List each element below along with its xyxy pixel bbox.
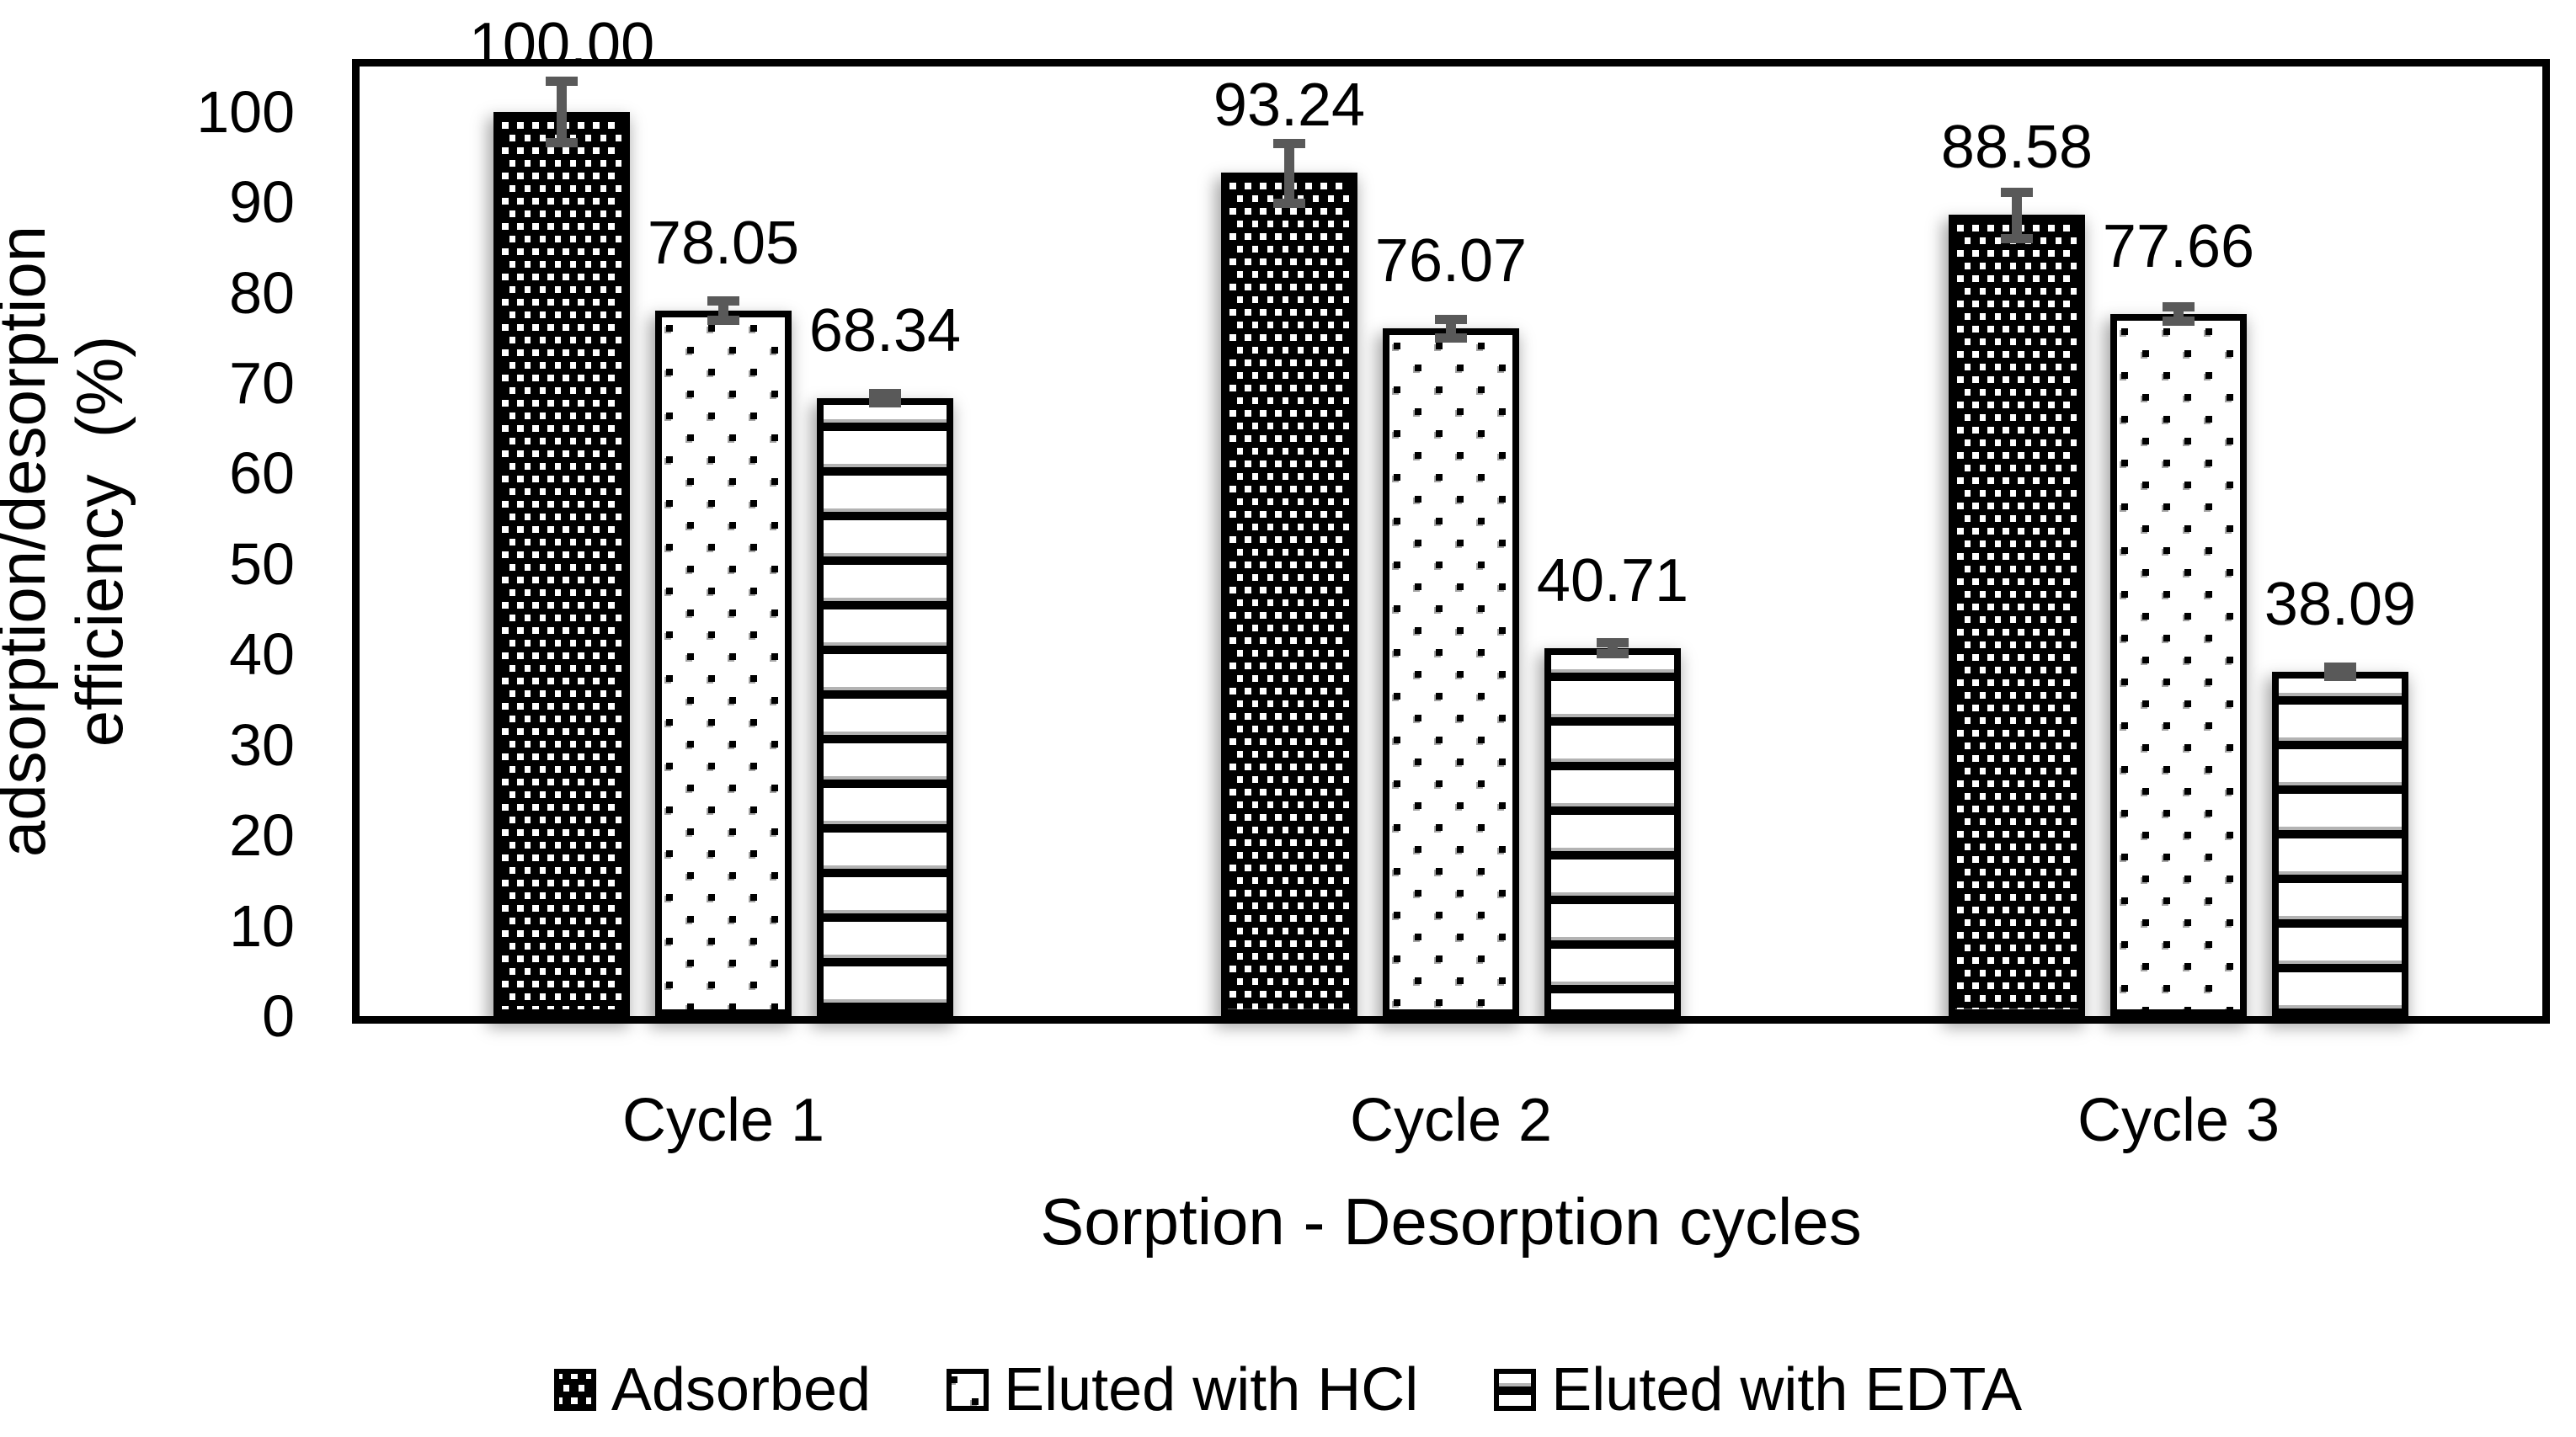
error-bar-cap	[869, 398, 901, 408]
error-bar-cap	[869, 389, 901, 399]
error-bar-cap	[1273, 138, 1305, 148]
error-bar-cap	[1273, 198, 1305, 208]
bar-value-label: 76.07	[1374, 226, 1528, 295]
error-bar-cap	[2001, 187, 2033, 197]
y-axis-tick-labels: 0 10 20 30 40 50 60 70 80 90 100	[101, 67, 295, 1046]
bar-pattern-fill	[1389, 334, 1512, 1009]
bar-eluted-with-hcl-cycle-1: 78.05	[648, 213, 799, 1016]
legend-label: Eluted with HCl	[1004, 1356, 1419, 1424]
y-tick-label: 20	[229, 802, 295, 869]
error-bar-cap	[2324, 672, 2356, 682]
bar-cluster-cycle-2: 93.24 76.07 40.71	[1087, 67, 1815, 1016]
bar-value-label: 77.66	[2102, 212, 2255, 280]
error-bar-cap	[2001, 234, 2033, 244]
bar-value-label: 88.58	[1940, 114, 2093, 182]
bar-eluted-with-hcl-cycle-2: 76.07	[1375, 231, 1527, 1016]
error-bar-cap	[1597, 638, 1629, 648]
legend-label: Eluted with EDTA	[1551, 1356, 2023, 1424]
error-bar	[2012, 191, 2022, 239]
bar-pattern-fill	[662, 317, 785, 1009]
plot-area: 100.00 78.05 68.34 93.24 76.07 40.71 88.58 77.6…	[352, 14, 2550, 1024]
bar-pattern-fill	[1955, 221, 2078, 1009]
bar-eluted-with-edta-cycle-2: 40.71	[1537, 551, 1688, 1016]
error-bar-cap	[1597, 649, 1629, 659]
y-tick-label: 50	[229, 530, 295, 597]
error-bar-cap	[1435, 315, 1467, 325]
bar-adsorbed-cycle-1: 100.00	[469, 14, 654, 1016]
error-bar-cap	[707, 295, 739, 306]
y-tick-label: 70	[229, 350, 295, 416]
bar-pattern-fill	[824, 404, 947, 1009]
bar-value-label: 40.71	[1536, 546, 1689, 615]
y-axis-title-line-1: adsorption/desorption	[0, 225, 59, 858]
bar-pattern-fill	[1551, 654, 1674, 1009]
y-tick-label: 60	[229, 440, 295, 507]
bar-pattern-fill	[2279, 678, 2402, 1009]
bar-pattern-fill	[1228, 179, 1351, 1009]
legend-item-eluted-with-edta: Eluted with EDTA	[1494, 1360, 2022, 1420]
bar-pattern-fill	[2117, 320, 2240, 1009]
y-tick-label: 30	[229, 711, 295, 778]
error-bar-cap	[1435, 333, 1467, 343]
x-category-label: Cycle 1	[621, 1087, 825, 1154]
error-bar-cap	[707, 316, 739, 326]
bars-region: 100.00 78.05 68.34 93.24 76.07 40.71 88.58 77.6…	[360, 14, 2542, 1016]
bar-pattern-fill	[500, 118, 623, 1009]
y-tick-label: 80	[229, 259, 295, 326]
error-bar	[1284, 142, 1294, 203]
bar-value-label: 100.00	[468, 10, 655, 78]
bar-adsorbed-cycle-3: 88.58	[1941, 117, 2093, 1016]
bar-value-label: 68.34	[808, 296, 962, 365]
legend-swatch-adsorbed	[553, 1369, 596, 1411]
y-tick-label: 100	[196, 78, 295, 145]
error-bar-cap	[2163, 317, 2195, 327]
error-bar-cap	[546, 77, 578, 87]
bar-eluted-with-edta-cycle-1: 68.34	[809, 301, 961, 1016]
legend: Adsorbed Eluted with HCl Eluted with EDTA	[0, 1360, 2576, 1420]
bar-eluted-with-edta-cycle-3: 38.09	[2264, 574, 2416, 1016]
error-bar-cap	[2163, 302, 2195, 312]
legend-label: Adsorbed	[611, 1356, 872, 1424]
bar-value-label: 38.09	[2264, 570, 2417, 638]
y-tick-label: 10	[229, 892, 295, 959]
error-bar-cap	[2324, 663, 2356, 673]
x-axis-title: Sorption - Desorption cycles	[1040, 1184, 1862, 1259]
error-bar	[557, 81, 567, 143]
legend-swatch-eluted-with-edta	[1494, 1369, 1537, 1411]
x-category-label: Cycle 3	[2077, 1087, 2280, 1154]
y-tick-label: 0	[262, 983, 295, 1049]
bar-eluted-with-hcl-cycle-3: 77.66	[2103, 216, 2254, 1016]
bar-cluster-cycle-3: 88.58 77.66 38.09	[1815, 67, 2542, 1016]
legend-swatch-eluted-with-hcl	[947, 1369, 989, 1411]
y-tick-label: 40	[229, 621, 295, 688]
legend-item-eluted-with-hcl: Eluted with HCl	[947, 1360, 1418, 1420]
legend-item-adsorbed: Adsorbed	[553, 1356, 872, 1424]
bar-value-label: 93.24	[1213, 72, 1366, 140]
x-category-label: Cycle 2	[1349, 1087, 1553, 1154]
bar-cluster-cycle-1: 100.00 78.05 68.34	[360, 14, 1087, 1016]
error-bar-cap	[546, 138, 578, 148]
bar-value-label: 78.05	[647, 209, 800, 277]
bar-adsorbed-cycle-2: 93.24	[1213, 75, 1365, 1016]
y-tick-label: 90	[229, 169, 295, 236]
